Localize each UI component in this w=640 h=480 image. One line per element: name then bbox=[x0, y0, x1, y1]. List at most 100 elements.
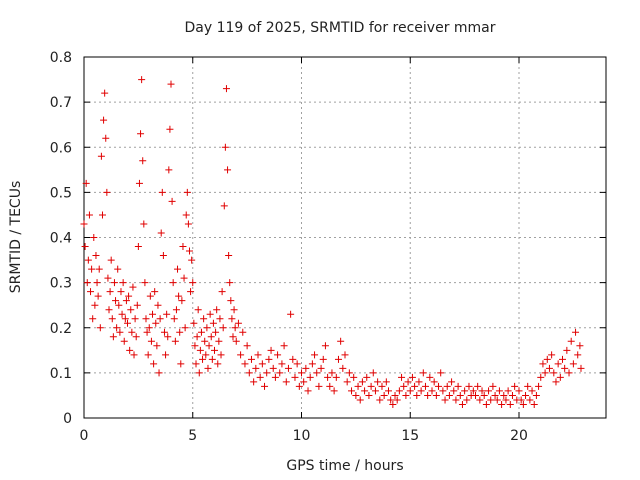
data-point bbox=[209, 319, 217, 327]
y-tick-label: 0.3 bbox=[50, 276, 72, 292]
data-point bbox=[85, 211, 93, 219]
data-point bbox=[398, 373, 406, 381]
data-point bbox=[419, 369, 427, 377]
data-point bbox=[524, 382, 532, 390]
data-point bbox=[195, 369, 203, 377]
data-point bbox=[104, 274, 112, 282]
y-tick-label: 0.2 bbox=[50, 321, 72, 337]
data-point bbox=[224, 166, 232, 174]
data-point bbox=[469, 387, 477, 395]
data-point bbox=[216, 315, 224, 323]
data-point bbox=[352, 391, 360, 399]
data-point bbox=[385, 387, 392, 395]
data-point bbox=[543, 355, 551, 363]
data-point bbox=[432, 391, 440, 399]
x-axis-ticks: 0 5 10 15 20 bbox=[80, 57, 528, 444]
data-point bbox=[495, 387, 503, 395]
data-point bbox=[125, 292, 133, 300]
data-point bbox=[237, 351, 245, 359]
data-point bbox=[105, 306, 113, 314]
data-point bbox=[574, 351, 582, 359]
data-point bbox=[489, 382, 497, 390]
data-point bbox=[194, 306, 202, 314]
data-point bbox=[276, 369, 284, 377]
data-point bbox=[219, 324, 227, 332]
data-point bbox=[106, 288, 114, 296]
data-point bbox=[311, 351, 319, 359]
data-point bbox=[206, 310, 214, 318]
data-point bbox=[569, 360, 577, 368]
data-point bbox=[374, 378, 382, 386]
data-point bbox=[485, 387, 493, 395]
data-point bbox=[250, 378, 258, 386]
data-point bbox=[189, 279, 197, 287]
data-point bbox=[138, 76, 146, 84]
data-point bbox=[487, 396, 495, 404]
data-point bbox=[119, 279, 127, 287]
data-point bbox=[284, 364, 292, 372]
data-point bbox=[348, 387, 356, 395]
data-point bbox=[243, 342, 251, 350]
data-point bbox=[463, 396, 471, 404]
data-point bbox=[393, 396, 401, 404]
data-point bbox=[222, 85, 230, 93]
data-point bbox=[382, 378, 390, 386]
data-point bbox=[519, 400, 527, 408]
data-point bbox=[548, 351, 556, 359]
data-point bbox=[202, 351, 210, 359]
data-point bbox=[217, 351, 225, 359]
data-point bbox=[182, 211, 190, 219]
data-point bbox=[522, 391, 530, 399]
data-point bbox=[402, 391, 410, 399]
data-point bbox=[214, 360, 222, 368]
data-point bbox=[93, 279, 101, 287]
data-point bbox=[178, 297, 186, 305]
data-point bbox=[234, 319, 242, 327]
data-point bbox=[164, 333, 172, 341]
data-point bbox=[167, 80, 175, 88]
data-point bbox=[576, 342, 584, 350]
data-point bbox=[177, 360, 185, 368]
data-point bbox=[304, 387, 312, 395]
data-point bbox=[552, 378, 560, 386]
data-point bbox=[172, 306, 180, 314]
y-tick-label: 0.5 bbox=[50, 185, 72, 201]
data-point bbox=[445, 391, 453, 399]
data-point bbox=[417, 387, 425, 395]
y-tick-label: 0.7 bbox=[50, 95, 72, 111]
data-point bbox=[517, 396, 525, 404]
data-point bbox=[400, 382, 408, 390]
data-point bbox=[139, 157, 147, 165]
data-point bbox=[131, 315, 139, 323]
data-point bbox=[539, 360, 547, 368]
data-point bbox=[498, 400, 506, 408]
data-point bbox=[181, 324, 189, 332]
data-point bbox=[280, 342, 288, 350]
data-point bbox=[550, 369, 558, 377]
data-point bbox=[345, 369, 353, 377]
data-point bbox=[256, 373, 264, 381]
data-point bbox=[532, 391, 540, 399]
data-point bbox=[415, 378, 423, 386]
data-point bbox=[207, 333, 215, 341]
data-point bbox=[476, 396, 484, 404]
data-point bbox=[200, 315, 208, 323]
data-point bbox=[365, 391, 373, 399]
grid bbox=[84, 57, 606, 418]
data-point bbox=[411, 382, 419, 390]
data-point bbox=[437, 369, 445, 377]
data-point bbox=[144, 351, 152, 359]
data-point bbox=[169, 279, 177, 287]
x-tick-label: 15 bbox=[401, 428, 419, 444]
data-point bbox=[129, 283, 137, 291]
data-point bbox=[114, 265, 122, 273]
data-point bbox=[528, 387, 536, 395]
data-point bbox=[166, 125, 174, 133]
data-point bbox=[265, 355, 273, 363]
data-point bbox=[118, 310, 126, 318]
data-point bbox=[493, 396, 501, 404]
data-point bbox=[225, 252, 233, 260]
data-point bbox=[212, 328, 220, 336]
data-point bbox=[145, 324, 153, 332]
data-point bbox=[439, 387, 447, 395]
